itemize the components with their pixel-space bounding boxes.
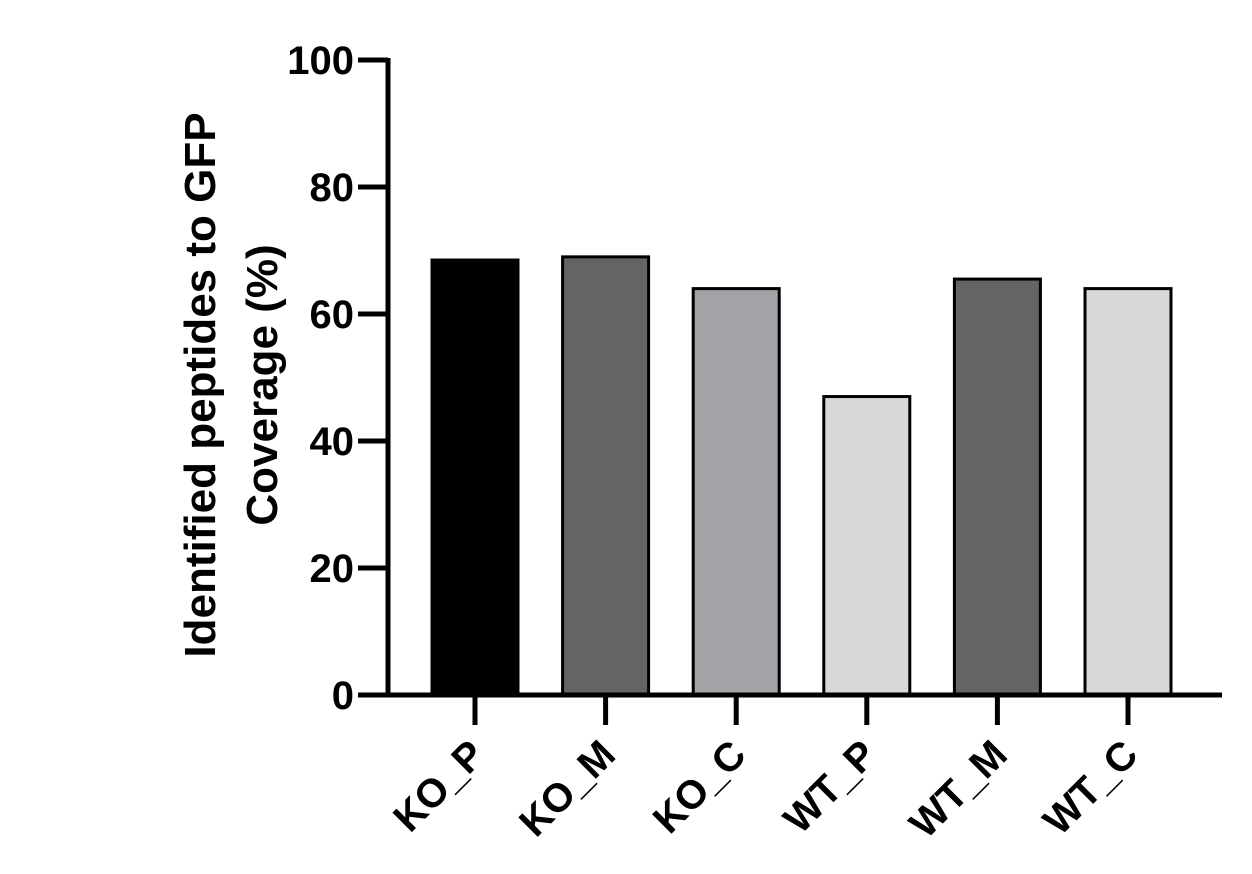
bar-wt-c	[1083, 287, 1173, 697]
y-axis-title-line-2: Coverage (%)	[238, 244, 287, 525]
bars-layer	[430, 255, 1173, 697]
x-tick-label: KO_P	[385, 732, 493, 840]
y-tick-label: 20	[310, 547, 355, 591]
y-tick-label: 80	[310, 166, 355, 210]
x-tick-label: KO_C	[645, 732, 755, 842]
x-tick-label: WT_M	[901, 732, 1015, 846]
y-axis-title: Identified peptides to GFP Coverage (%)	[176, 112, 287, 657]
y-tick-label: 40	[310, 420, 355, 464]
bar-wt-m	[952, 277, 1042, 697]
x-tick-label: WT_C	[1035, 732, 1146, 843]
y-axis-ticks: 0 20 40 60 80 100	[287, 39, 388, 718]
bar-ko-p	[430, 258, 520, 697]
bar-ko-m	[561, 255, 651, 697]
y-tick-label: 60	[310, 293, 355, 337]
x-axis-ticks: KO_P KO_M KO_C WT_P WT_M WT_C	[385, 695, 1146, 847]
y-axis-title-line-1: Identified peptides to GFP	[176, 112, 225, 657]
y-tick-label: 100	[287, 39, 354, 83]
x-tick-label: WT_P	[775, 732, 885, 842]
x-tick-label: KO_M	[511, 732, 624, 845]
bar-ko-c	[691, 287, 781, 697]
y-tick-label: 0	[332, 674, 354, 718]
bar-wt-p	[822, 395, 912, 697]
